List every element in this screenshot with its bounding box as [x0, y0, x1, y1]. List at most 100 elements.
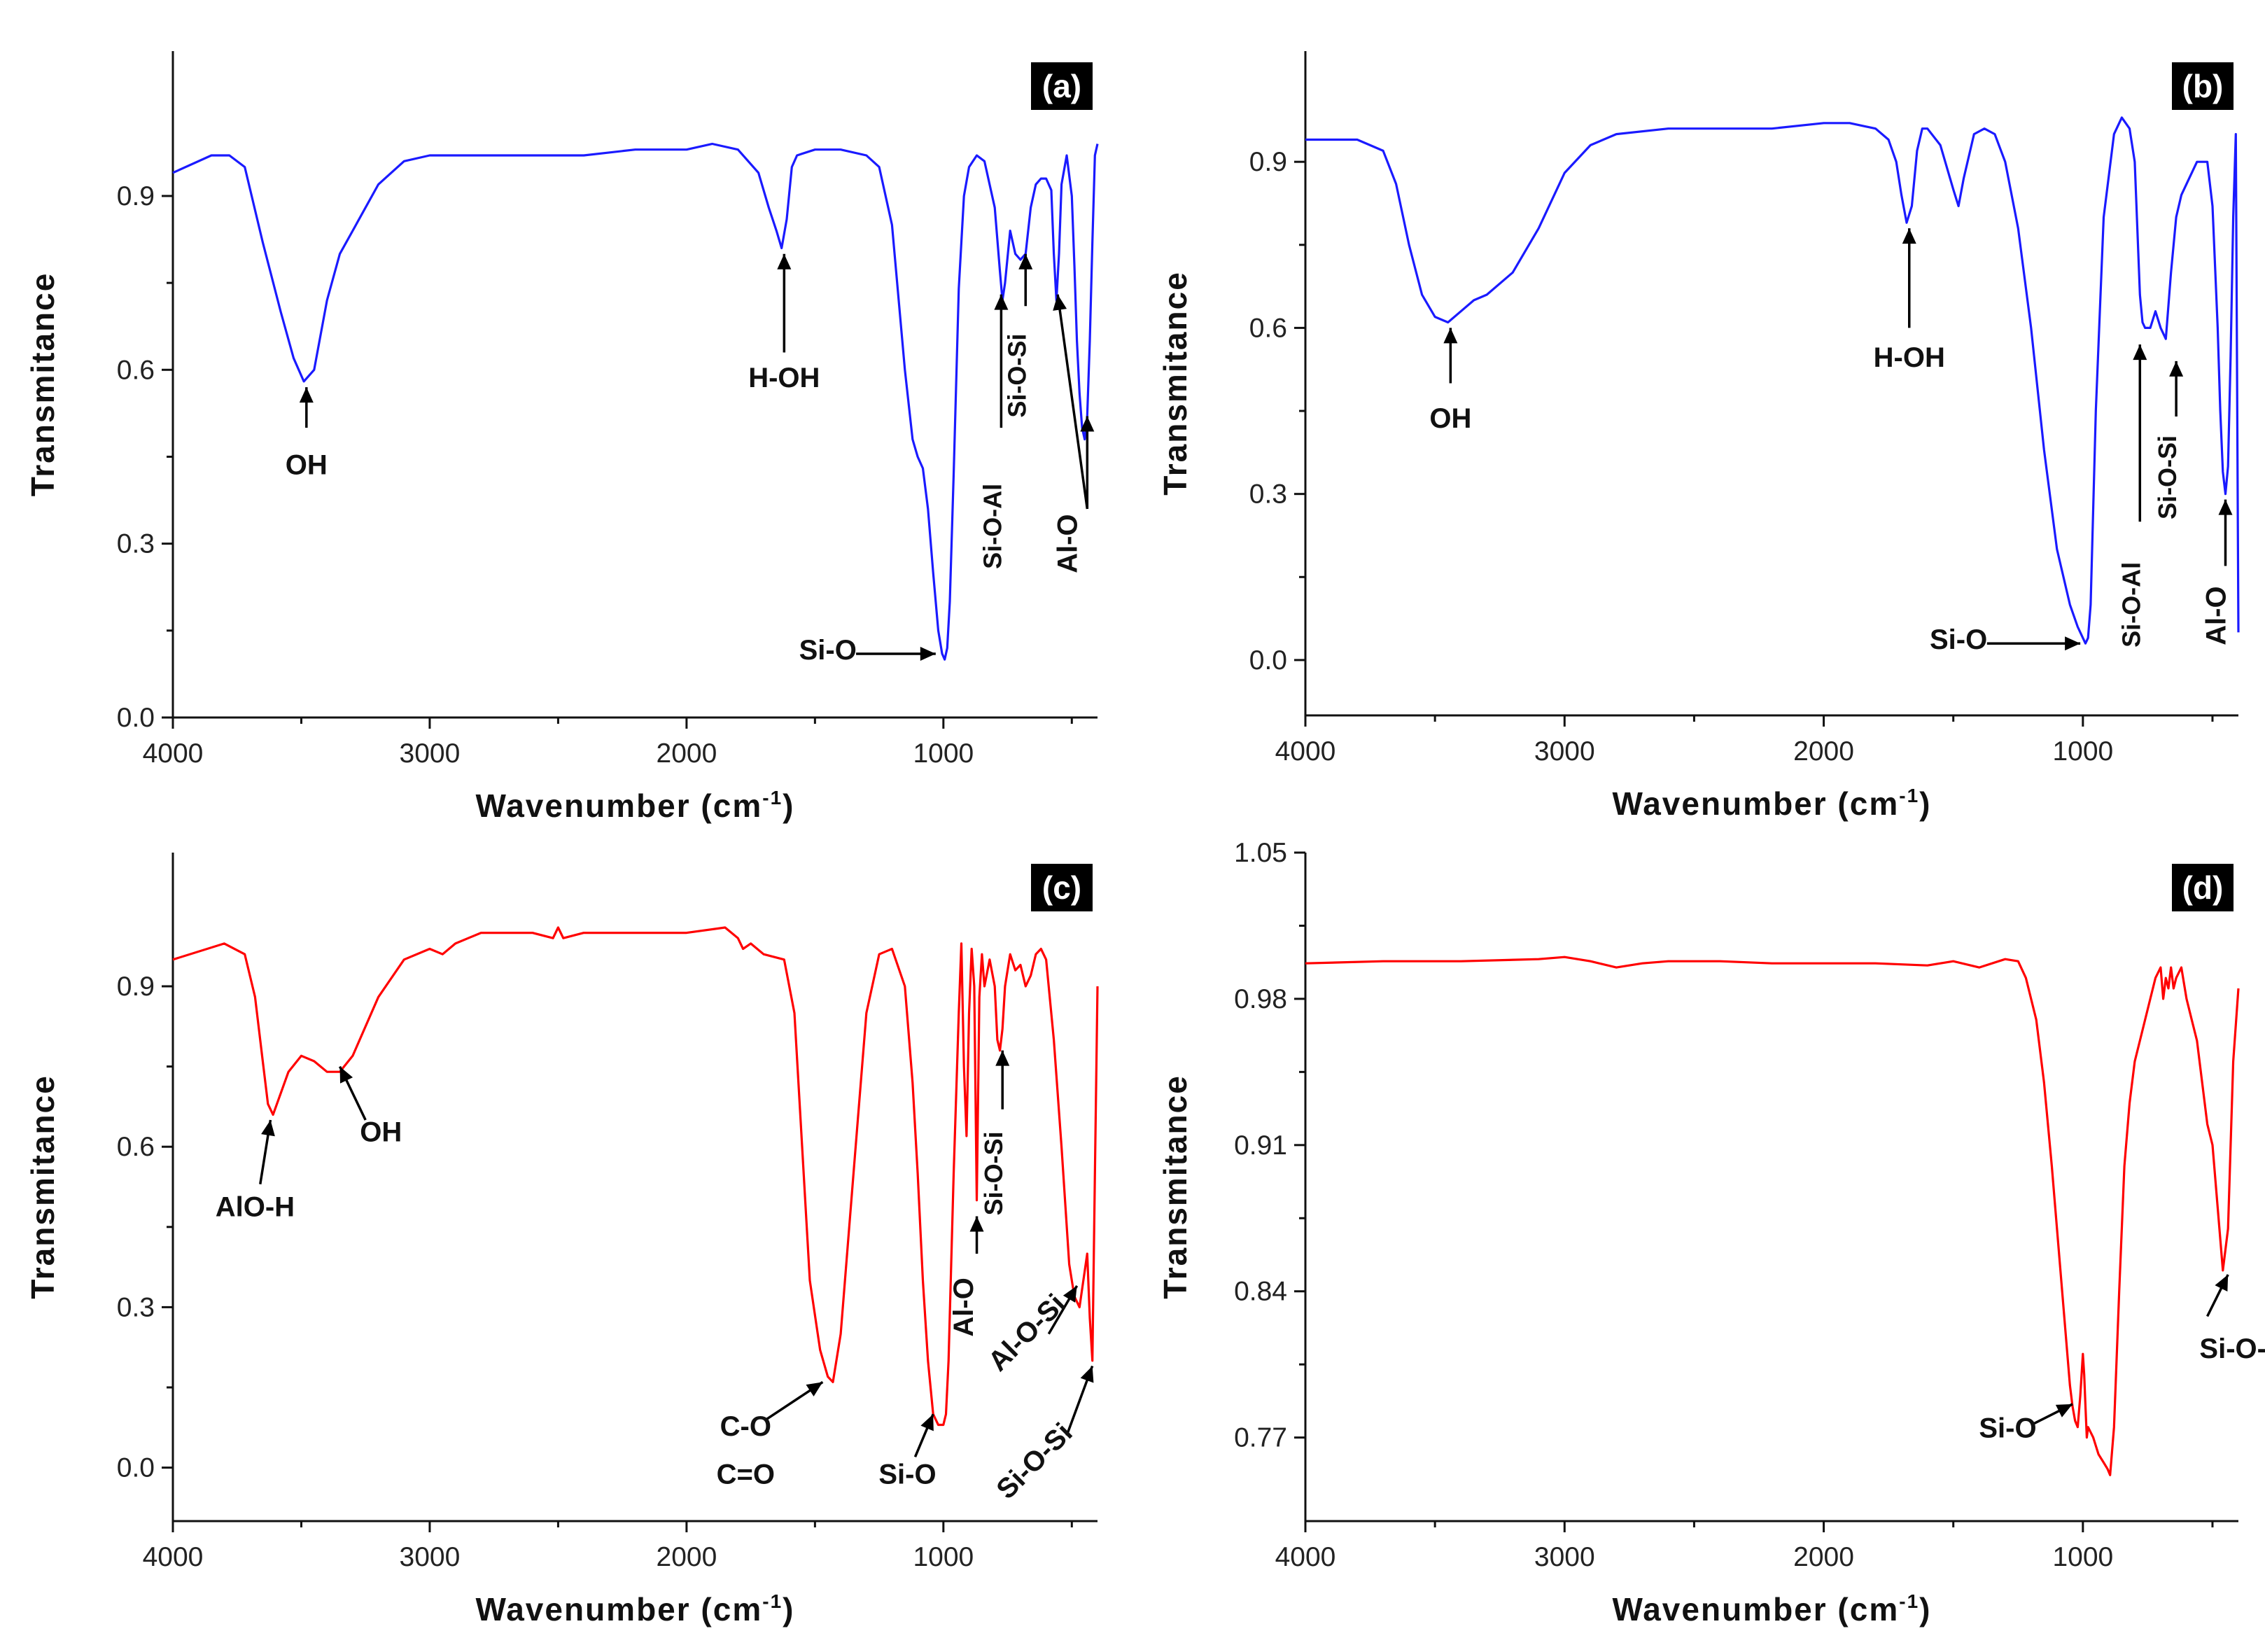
x-tick-label: 3000 — [400, 738, 461, 769]
annotation-label: Si-O-Al — [2117, 562, 2145, 648]
y-tick-label: 0.98 — [1234, 984, 1287, 1014]
x-axis-label-text: Wavenumber (cm — [1613, 785, 1900, 822]
panel-b: 4000 3000 2000 1000 0.0 0.3 0.6 0.9 Wavenumber (… — [1157, 51, 2240, 822]
spectrum-line — [172, 926, 1099, 1427]
annotation-label: Si-O-Si — [2153, 435, 2182, 519]
spectrum-line — [1305, 955, 2240, 1476]
panel-d: 4000 3000 2000 1000 0.77 0.84 0.91 0.98 1.05 Wave… — [1157, 838, 2265, 1628]
annotation-arrow-head — [777, 253, 792, 270]
x-axis-label-close: ) — [783, 788, 794, 824]
annotation-label: Al-O — [2201, 586, 2231, 645]
annotation-label: OH — [360, 1117, 402, 1148]
x-tick-label: 1000 — [2052, 1542, 2113, 1572]
annotation-label: C=O — [717, 1460, 775, 1490]
panel-label-box — [2172, 62, 2234, 110]
x-tick-label: 4000 — [143, 738, 204, 769]
y-tick-label: 0.0 — [1249, 645, 1287, 676]
annotation-arrow-head — [1053, 294, 1067, 311]
x-axis-label: Wavenumber (cm-1) — [476, 1590, 795, 1628]
annotation-arrow-shaft — [1056, 294, 1089, 510]
annotation-label: Si-O — [799, 635, 857, 666]
annotation-arrow-head — [2218, 499, 2233, 515]
annotation-label: Si-O — [878, 1460, 936, 1490]
x-axis-label-close: ) — [1919, 785, 1931, 822]
annotation-arrow-head — [969, 1216, 984, 1232]
y-tick-label: 0.9 — [117, 181, 155, 211]
panel-label-box — [2172, 864, 2234, 911]
annotation-label: AlO-H — [216, 1192, 295, 1223]
annotation-label: Al-O — [948, 1278, 979, 1336]
annotation-label: OH — [286, 449, 328, 480]
annotation-label: Si-O-Al — [978, 484, 1007, 569]
y-axis-label: Transmitance — [1157, 1074, 1193, 1299]
y-tick-label: 0.91 — [1234, 1130, 1287, 1161]
x-tick-label: 2000 — [657, 738, 717, 769]
annotation-arrow-head — [339, 1066, 353, 1084]
y-tick-label: 0.77 — [1234, 1423, 1287, 1453]
annotation-label: Si-O — [1930, 624, 1987, 655]
y-axis-label: Transmitance — [1157, 271, 1193, 496]
spectrum-line — [1305, 116, 2240, 645]
x-tick-label: 1000 — [913, 738, 974, 769]
x-axis-label-text: Wavenumber (cm — [1613, 1591, 1900, 1628]
panel-label-box — [1031, 864, 1093, 911]
x-axis-label: Wavenumber (cm-1) — [1613, 785, 1932, 822]
annotation-arrow-head — [1018, 253, 1033, 270]
x-tick-label: 3000 — [1534, 736, 1595, 766]
x-tick-label: 2000 — [1793, 736, 1854, 766]
x-tick-label: 2000 — [657, 1542, 717, 1572]
y-tick-label: 0.84 — [1234, 1277, 1287, 1307]
panel-label: (d) — [2182, 869, 2224, 906]
annotation-arrow-head — [806, 1382, 823, 1396]
y-tick-label: 0.3 — [117, 529, 155, 559]
x-axis-label-sup: -1 — [762, 1590, 783, 1612]
annotation-arrow-head — [1902, 228, 1916, 244]
panel-label: (b) — [2182, 68, 2224, 104]
annotation-arrow-head — [261, 1120, 275, 1137]
x-tick-label: 4000 — [1275, 736, 1336, 766]
x-axis-label-text: Wavenumber (cm — [476, 1591, 763, 1628]
annotation-arrow-head — [994, 294, 1009, 310]
panel-label: (c) — [1042, 869, 1081, 906]
annotation-label: H-OH — [1874, 342, 1945, 373]
annotation-arrow-head — [1080, 416, 1095, 432]
annotation-label: OH — [1429, 403, 1471, 434]
x-axis-label-text: Wavenumber (cm — [476, 788, 763, 824]
annotation-label: C-O — [720, 1411, 771, 1442]
x-tick-label: 4000 — [143, 1542, 204, 1572]
y-tick-label: 0.6 — [117, 1132, 155, 1162]
annotation-label: Al-O — [1053, 514, 1084, 573]
y-axis-label: Transmitance — [24, 272, 61, 497]
y-tick-label: 0.3 — [1249, 479, 1287, 510]
spectrum-line — [172, 142, 1099, 661]
x-tick-label: 1000 — [913, 1542, 974, 1572]
y-tick-label: 0.3 — [117, 1292, 155, 1322]
annotation-arrow-head — [1443, 328, 1458, 344]
annotation-arrow-head — [1063, 1285, 1077, 1303]
annotation-arrow-head — [2169, 360, 2184, 377]
annotation-arrow-head — [920, 1414, 934, 1432]
x-axis-label: Wavenumber (cm-1) — [476, 787, 795, 824]
y-tick-label: 0.9 — [1249, 147, 1287, 177]
y-tick-label: 0.9 — [117, 972, 155, 1002]
annotation-arrow-head — [2215, 1274, 2229, 1292]
annotation-label: Si-O-Si — [979, 1131, 1008, 1215]
x-tick-label: 2000 — [1793, 1542, 1854, 1572]
x-axis-label-close: ) — [1919, 1591, 1931, 1628]
y-tick-label: 1.05 — [1234, 838, 1287, 868]
annotation-label: Si-O-Si — [2199, 1334, 2265, 1364]
annotation-arrow-head — [1080, 1366, 1094, 1383]
annotation-arrow-head — [2055, 1404, 2073, 1418]
x-axis-label: Wavenumber (cm-1) — [1613, 1590, 1932, 1628]
y-tick-label: 0.6 — [1249, 313, 1287, 343]
x-axis-label-sup: -1 — [762, 787, 783, 808]
x-tick-label: 4000 — [1275, 1542, 1336, 1572]
annotation-arrow-head — [920, 646, 936, 661]
annotation-label: H-OH — [748, 363, 820, 393]
annotation-arrow-head — [2065, 636, 2081, 651]
y-tick-label: 0.6 — [117, 355, 155, 385]
x-axis-label-sup: -1 — [1899, 785, 1919, 806]
annotation-label: Si-O-Si — [1002, 334, 1031, 418]
